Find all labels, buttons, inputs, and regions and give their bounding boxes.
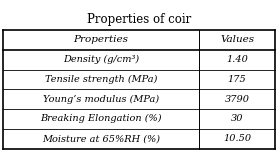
Text: Density (g/cm³): Density (g/cm³) (63, 55, 139, 64)
Text: Breaking Elongation (%): Breaking Elongation (%) (40, 114, 162, 123)
Text: Young’s modulus (MPa): Young’s modulus (MPa) (43, 94, 159, 104)
Text: Properties of coir: Properties of coir (87, 14, 191, 27)
Text: 10.50: 10.50 (223, 134, 251, 143)
Text: Tensile strength (MPa): Tensile strength (MPa) (45, 75, 157, 84)
Text: Moisture at 65%RH (%): Moisture at 65%RH (%) (42, 134, 160, 143)
Text: 3790: 3790 (225, 95, 250, 104)
Text: 175: 175 (228, 75, 247, 84)
Text: 30: 30 (231, 114, 243, 123)
Text: 1.40: 1.40 (226, 55, 248, 64)
Text: Properties: Properties (73, 35, 128, 44)
Text: Values: Values (220, 35, 254, 44)
